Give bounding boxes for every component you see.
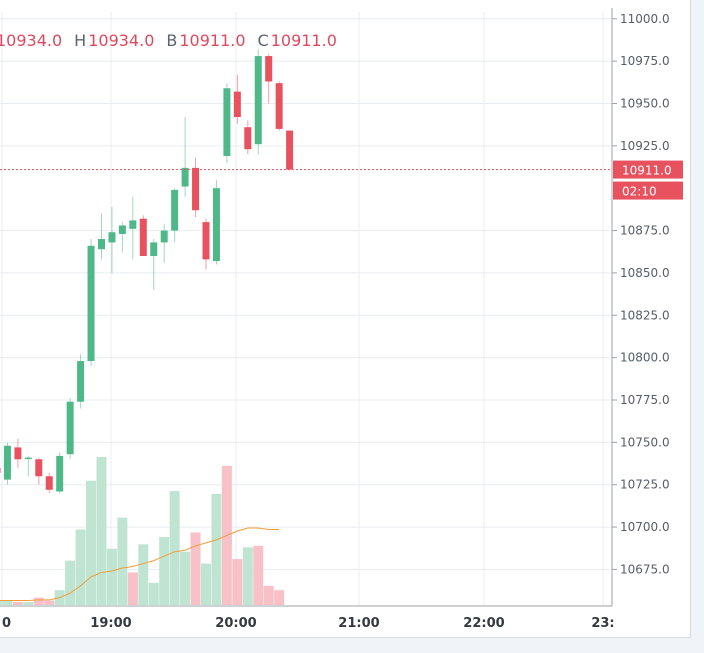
countdown-label: 02:10 [622,185,657,199]
price-tick-label: 10825.0 [620,308,670,322]
candle-body [24,457,32,460]
candle-body [233,91,241,118]
time-tick-label: 0 [2,616,11,631]
price-tick-label: 10800.0 [620,351,670,365]
candle-body [139,218,147,256]
volume-bar [190,532,201,605]
current-price-label: 10911.0 [622,164,672,178]
volume-bar [201,563,211,605]
price-tick-label: 10925.0 [620,139,670,153]
volume-bar [12,602,23,605]
candle-body [202,222,210,260]
candle-body [223,88,231,157]
candle-body [118,225,126,234]
candle-body [66,401,74,455]
volume-bar [106,548,117,605]
candle-body [181,167,189,187]
price-tick-label: 10950.0 [620,96,670,110]
candle-body [77,361,85,402]
volume-moving-average [0,527,280,602]
candle-body [56,455,64,492]
countdown-tag [613,181,683,200]
volume-bar [2,600,13,605]
time-tick-label: 22:00 [463,616,504,631]
price-tick-label: 10975.0 [620,54,670,68]
low-value: 10911.0 [179,31,246,50]
volume-bar [242,547,253,605]
price-tick-label: 11000.0 [620,12,670,26]
volume-bar [169,491,180,605]
price-tick-label: 10700.0 [620,520,670,534]
volume-bar [232,559,243,605]
candle-body [254,56,262,145]
time-tick-label: 21:00 [338,616,379,631]
volume-bar [138,544,149,605]
candle-body [3,445,11,480]
candle-body [87,245,95,362]
volume-bar [75,529,86,605]
time-tick-label: 20:00 [215,616,256,631]
price-tick-label: 10850.0 [620,266,670,280]
candle-body [14,447,22,460]
volume-bar [148,582,159,605]
price-tick-label: 10775.0 [620,393,670,407]
high-label: H [74,31,87,50]
volume-bar [127,572,138,605]
volume-bar [117,517,128,605]
candlesticks [0,49,294,494]
high-value: 10934.0 [88,31,155,50]
candle-body [0,467,1,473]
volume-bar [0,600,2,605]
price-tick-label: 10675.0 [620,562,670,576]
candle-body [265,56,273,82]
ohlc-legend: 10934.0 H 10934.0 B 10911.0 C 10911.0 [0,31,349,50]
time-tick-label: 23: [591,616,614,631]
close-value: 10911.0 [270,31,337,50]
price-axis: 11000.0 10975.0 10950.0 10925.0 10875.0 10850… [611,8,683,606]
price-tick-label: 10875.0 [620,224,670,238]
volume-bar [274,590,285,605]
candle-body [98,239,105,250]
candle-body [108,232,116,243]
volume-ma-line [0,527,280,602]
volume-bars [0,457,285,605]
close-label: C [257,31,269,50]
price-tick-label: 10725.0 [620,478,670,492]
volume-bar [86,480,97,605]
candle-body [150,242,158,256]
candle-body [192,167,200,211]
volume-bar [65,560,76,605]
candle-body [171,189,179,231]
candle-body [45,476,53,490]
volume-bar [159,536,170,605]
volume-bar [96,457,107,605]
candle-body [35,459,43,477]
time-axis: 0 19:00 20:00 21:00 22:00 23: [0,605,615,631]
volume-bar [180,551,191,605]
volume-bar [253,545,264,605]
candle-body [275,83,283,129]
price-tick-label: 10750.0 [620,435,670,449]
volume-bar [211,494,222,605]
volume-bar [33,597,44,605]
open-value: 10934.0 [0,31,63,50]
chart-panel[interactable]: 11000.0 10975.0 10950.0 10925.0 10875.0 10850… [0,0,691,638]
candle-body [244,127,252,150]
volume-bar [263,585,274,605]
candle-body [129,220,137,229]
candle-body [212,188,220,262]
volume-bar [44,600,55,605]
candle-body [160,230,168,243]
volume-bar [23,602,34,605]
price-chart[interactable]: 11000.0 10975.0 10950.0 10925.0 10875.0 10850… [0,0,690,637]
current-price-tag [613,160,683,179]
time-tick-label: 19:00 [90,616,131,631]
candle-body [286,130,294,170]
low-label: B [166,31,178,50]
